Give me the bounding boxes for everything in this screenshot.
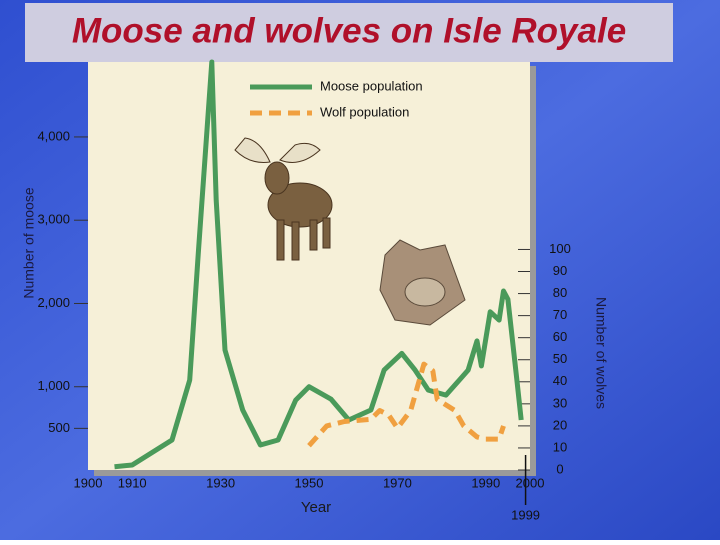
series-line (114, 59, 524, 470)
y-tick-label: 4,000 (37, 128, 70, 143)
y2-tick-label: 30 (553, 395, 567, 410)
plot-panel (88, 62, 530, 470)
x-tick-label: 1910 (118, 475, 147, 490)
x-tick-label: 1930 (206, 475, 235, 490)
x-tick-label: 1970 (383, 475, 412, 490)
y2-tick-label: 20 (553, 417, 567, 432)
y2-axis-title: Number of wolves (593, 297, 609, 409)
chart-title: Moose and wolves on Isle Royale (72, 11, 626, 50)
y-tick-label: 2,000 (37, 295, 70, 310)
x-tick-label: 2000 (516, 475, 545, 490)
x-axis-title: Year (301, 499, 331, 516)
y2-tick-label: 60 (553, 329, 567, 344)
wolf-illustration (379, 239, 466, 326)
y2-tick-label: 90 (553, 263, 567, 278)
series-line (307, 361, 506, 448)
moose-illustration (234, 137, 333, 261)
y2-tick-label: 100 (549, 241, 571, 256)
y2-tick-label: 0 (556, 461, 563, 476)
legend-label: Wolf population (320, 104, 409, 119)
y-axis-title: Number of moose (21, 187, 37, 298)
y2-tick-label: 10 (553, 439, 567, 454)
y2-tick-label: 50 (553, 351, 567, 366)
y2-tick-label: 40 (553, 373, 567, 388)
y-tick-label: 500 (48, 420, 70, 435)
y2-tick-label: 80 (553, 285, 567, 300)
y-tick-label: 3,000 (37, 212, 70, 227)
y-tick-label: 1,000 (37, 378, 70, 393)
legend-label: Moose population (320, 78, 423, 93)
annotation-label: 1999 (511, 507, 540, 522)
x-tick-label: 1990 (471, 475, 500, 490)
y2-tick-label: 70 (553, 307, 567, 322)
x-tick-label: 1900 (74, 475, 103, 490)
x-tick-label: 1950 (295, 475, 324, 490)
title-box (25, 3, 673, 62)
